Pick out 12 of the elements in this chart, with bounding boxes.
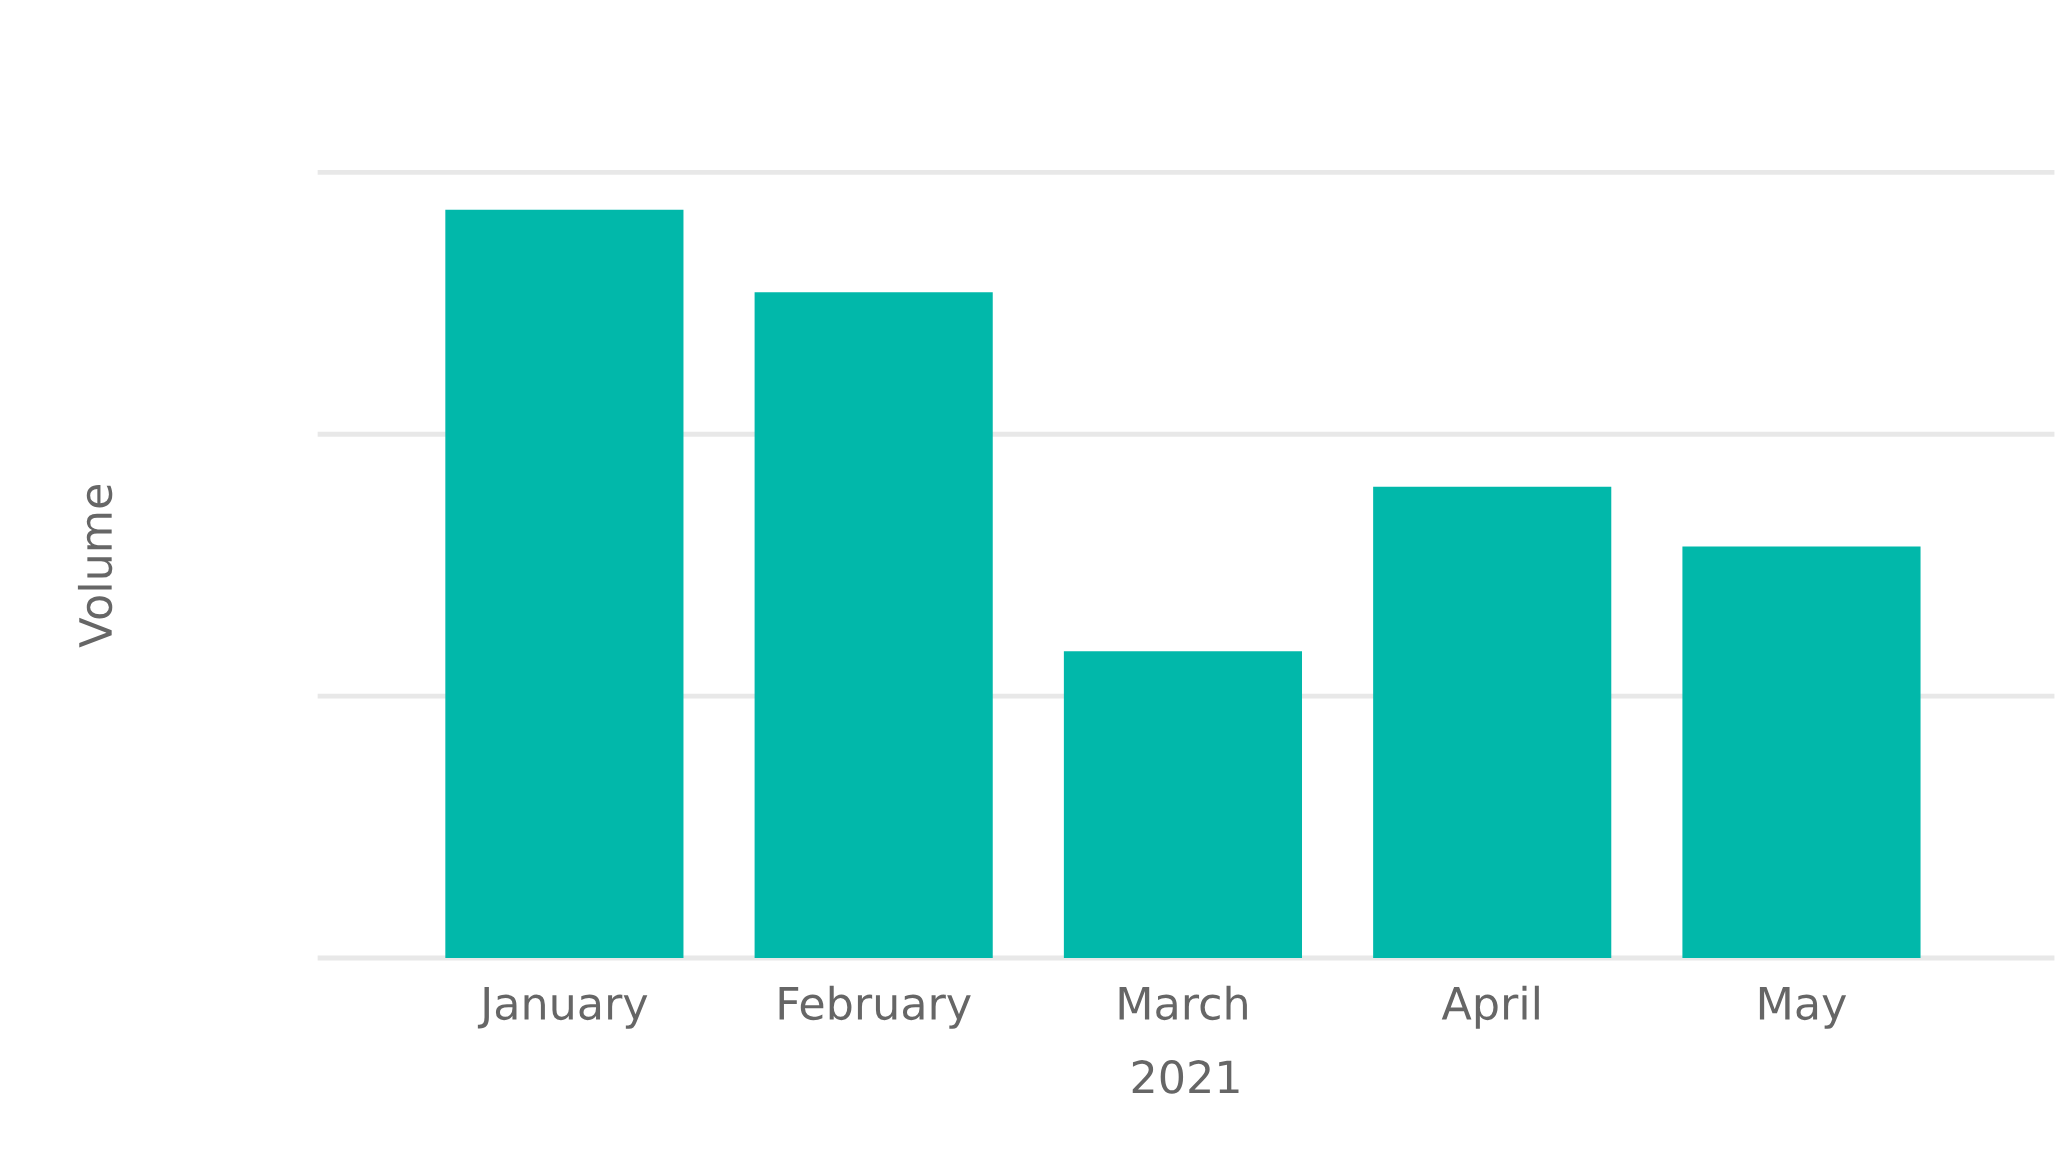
bar [1063, 651, 1303, 958]
x-tick-label: March [1119, 985, 1247, 1021]
y-axis-title: Volume [77, 484, 113, 648]
x-tick-label: January [477, 987, 648, 1029]
x-axis-title: 2021 [1132, 1060, 1239, 1094]
x-tick-label: April [1441, 985, 1539, 1029]
bar [1682, 546, 1921, 958]
bar [1373, 486, 1612, 958]
bar [754, 292, 993, 958]
bar [445, 209, 684, 958]
x-tick-label: May [1759, 987, 1847, 1029]
x-tick-label: February [779, 985, 971, 1029]
